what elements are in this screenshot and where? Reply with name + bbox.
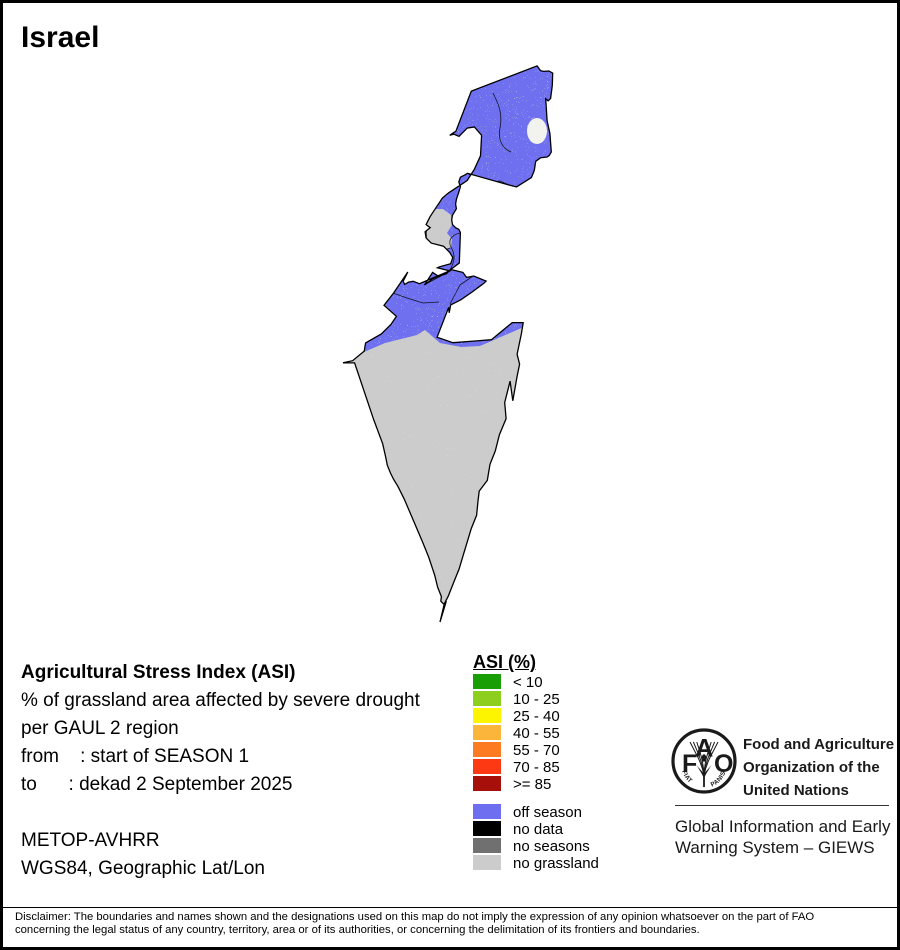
svg-text:A: A bbox=[695, 735, 713, 763]
